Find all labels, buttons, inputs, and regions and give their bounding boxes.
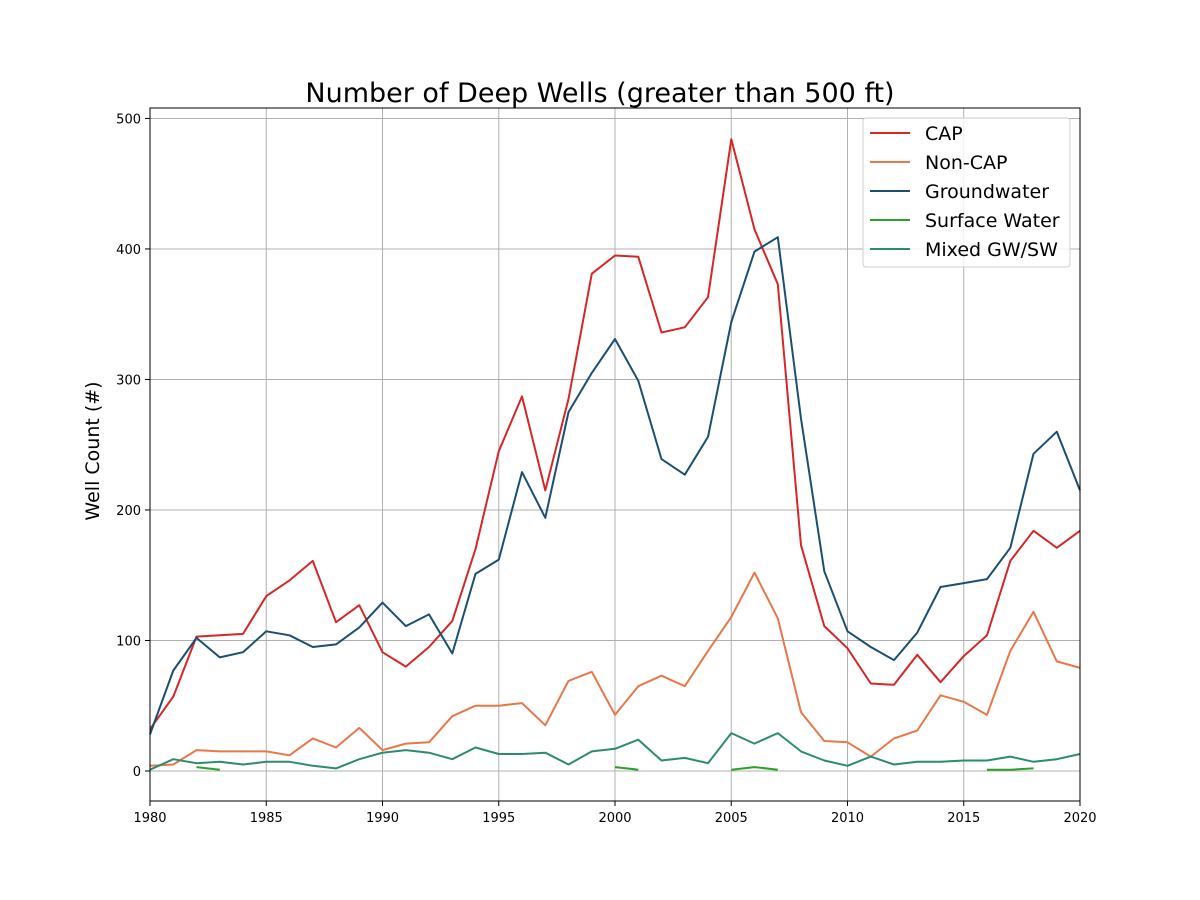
x-tick-label: 2000 — [598, 811, 631, 826]
x-tick-label: 1990 — [366, 811, 399, 826]
y-tick-label: 0 — [133, 765, 141, 780]
y-tick-label: 200 — [116, 504, 141, 519]
axis-ticks: 1980 1985 1990 1995 2000 2005 2010 2015 2020 0 100… — [116, 112, 1096, 826]
legend-label: Groundwater — [925, 181, 1049, 203]
y-tick-label: 500 — [116, 112, 141, 127]
y-tick-label: 400 — [116, 243, 141, 258]
legend-label: Non-CAP — [925, 152, 1007, 174]
legend-label: CAP — [925, 123, 963, 145]
y-tick-label: 100 — [116, 634, 141, 649]
legend: CAP Non-CAP Groundwater Surface Water Mixed … — [862, 117, 1071, 268]
y-axis-label: Well Count (#) — [82, 381, 104, 520]
series-line-non-cap — [149, 571, 1081, 767]
series-lines — [149, 138, 1081, 771]
x-tick-label: 1995 — [482, 811, 515, 826]
series-line-groundwater — [149, 236, 1081, 735]
x-tick-label: 2010 — [831, 811, 864, 826]
x-tick-label: 2005 — [715, 811, 748, 826]
series-line-cap — [149, 138, 1081, 730]
legend-label: Surface Water — [925, 210, 1060, 232]
series-line-mixed-gw-sw — [149, 732, 1081, 771]
series-line-surface-water — [196, 766, 1034, 771]
legend-box — [862, 117, 1071, 268]
legend-label: Mixed GW/SW — [925, 239, 1058, 261]
y-tick-label: 300 — [116, 373, 141, 388]
x-tick-label: 1985 — [250, 811, 283, 826]
chart-title: Number of Deep Wells (greater than 500 f… — [305, 78, 894, 109]
x-tick-label: 2020 — [1063, 811, 1096, 826]
x-tick-label: 1980 — [133, 811, 166, 826]
x-tick-label: 2015 — [947, 811, 980, 826]
